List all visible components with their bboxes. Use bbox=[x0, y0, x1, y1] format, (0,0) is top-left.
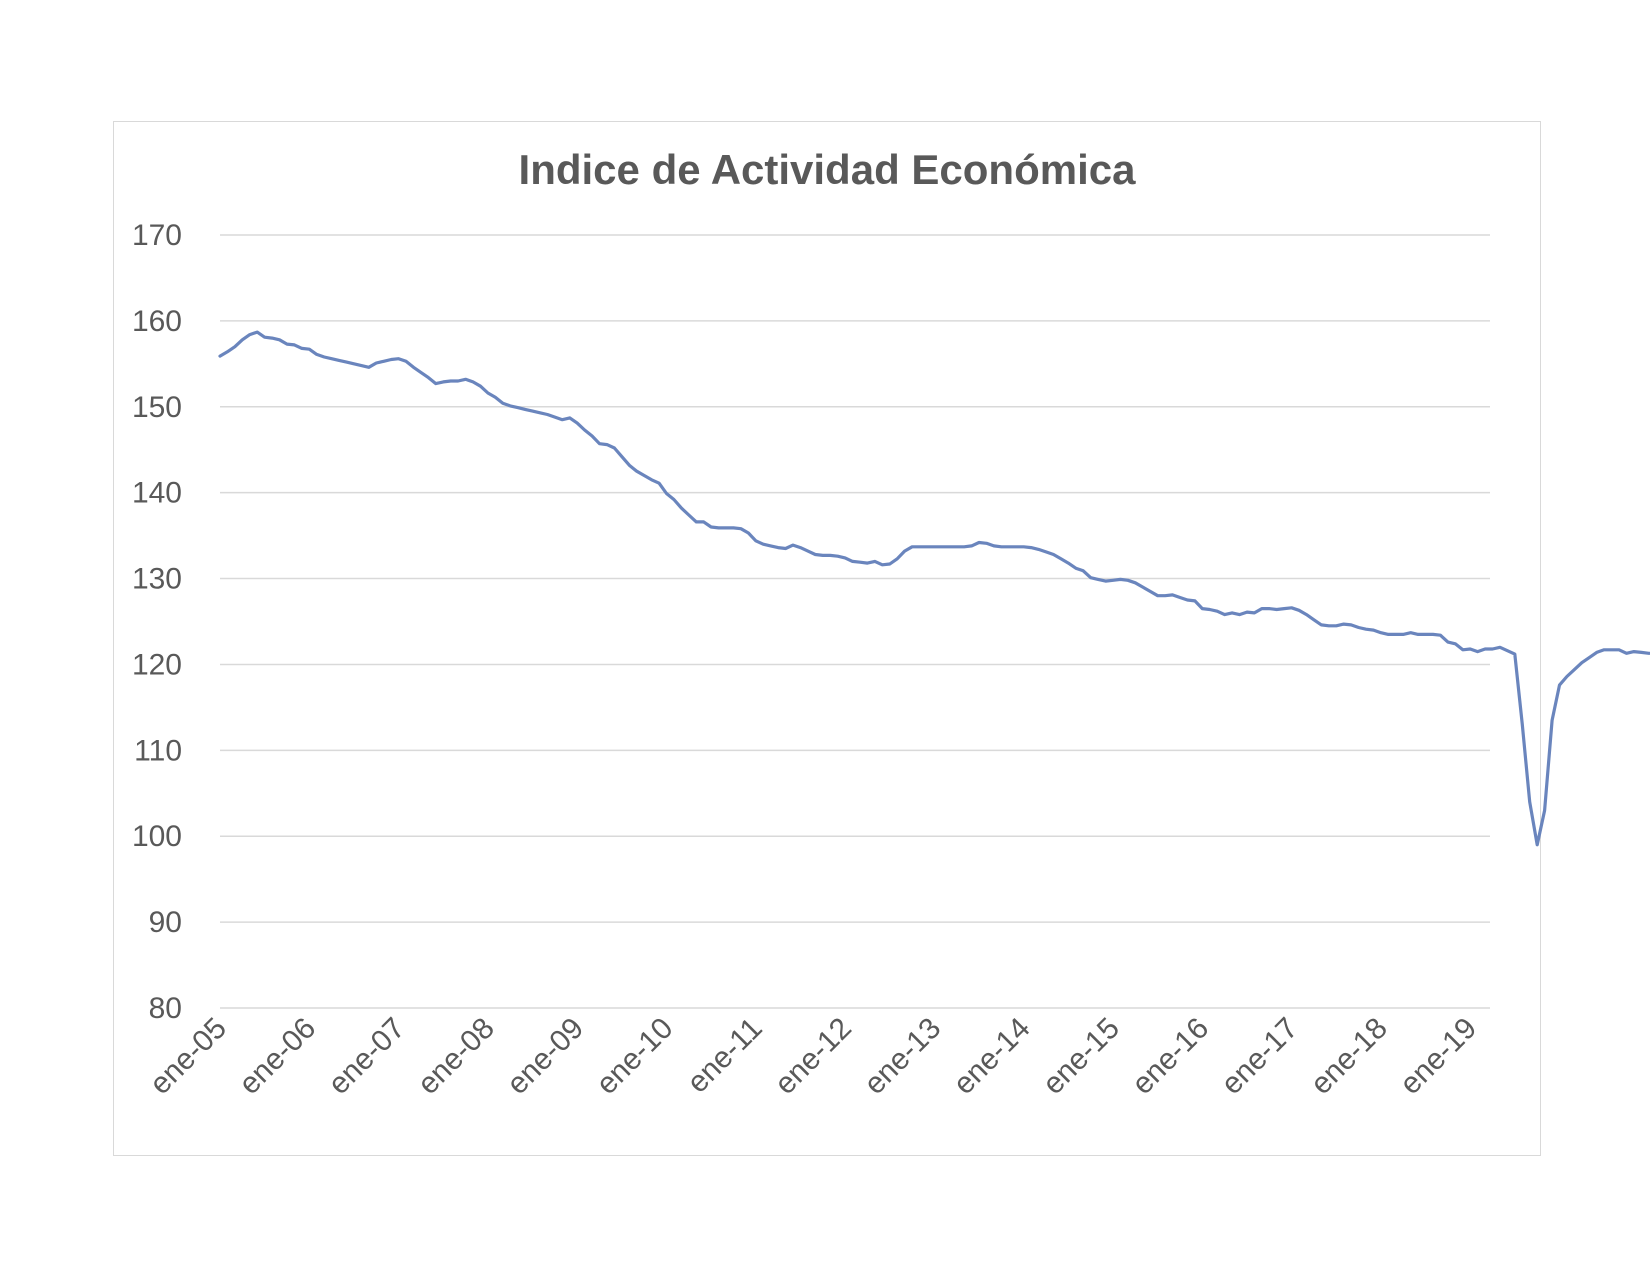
x-tick-label: ene-11 bbox=[681, 1012, 769, 1100]
x-tick-label: ene-07 bbox=[322, 1012, 411, 1101]
x-tick-label: ene-06 bbox=[233, 1012, 322, 1101]
y-tick-label: 160 bbox=[132, 305, 182, 338]
chart-title: Indice de Actividad Económica bbox=[518, 146, 1136, 193]
gridlines bbox=[220, 234, 1490, 1009]
x-tick-label: ene-14 bbox=[947, 1012, 1036, 1101]
series-line bbox=[218, 330, 1650, 847]
x-tick-label: ene-08 bbox=[411, 1012, 500, 1101]
x-tick-label: ene-18 bbox=[1304, 1012, 1393, 1101]
x-tick-label: ene-15 bbox=[1037, 1012, 1126, 1101]
x-tick-label: ene-19 bbox=[1394, 1012, 1483, 1101]
chart-frame bbox=[113, 121, 1541, 1156]
x-tick-label: ene-16 bbox=[1126, 1012, 1215, 1101]
x-tick-label: ene-13 bbox=[858, 1012, 947, 1101]
y-tick-labels: 80 90 100 110 120 130 140 150 160 170 bbox=[132, 219, 182, 1025]
x-tick-label: ene-09 bbox=[501, 1012, 590, 1101]
x-tick-label: ene-12 bbox=[769, 1012, 858, 1101]
y-tick-label: 130 bbox=[132, 563, 182, 596]
y-tick-label: 120 bbox=[132, 648, 182, 681]
y-tick-label: 170 bbox=[132, 219, 182, 252]
x-tick-labels: ene-05 ene-06 ene-07 ene-08 ene-09 ene-10 ene-… bbox=[144, 1012, 1484, 1101]
y-tick-label: 100 bbox=[132, 820, 182, 853]
x-tick-label: ene-17 bbox=[1215, 1012, 1304, 1101]
y-tick-label: 90 bbox=[149, 906, 182, 939]
y-tick-label: 110 bbox=[134, 734, 182, 767]
y-tick-label: 150 bbox=[132, 391, 182, 424]
x-tick-label: ene-05 bbox=[144, 1012, 233, 1101]
x-tick-label: ene-10 bbox=[590, 1012, 679, 1101]
y-tick-label: 80 bbox=[149, 992, 182, 1025]
y-tick-label: 140 bbox=[132, 477, 182, 510]
